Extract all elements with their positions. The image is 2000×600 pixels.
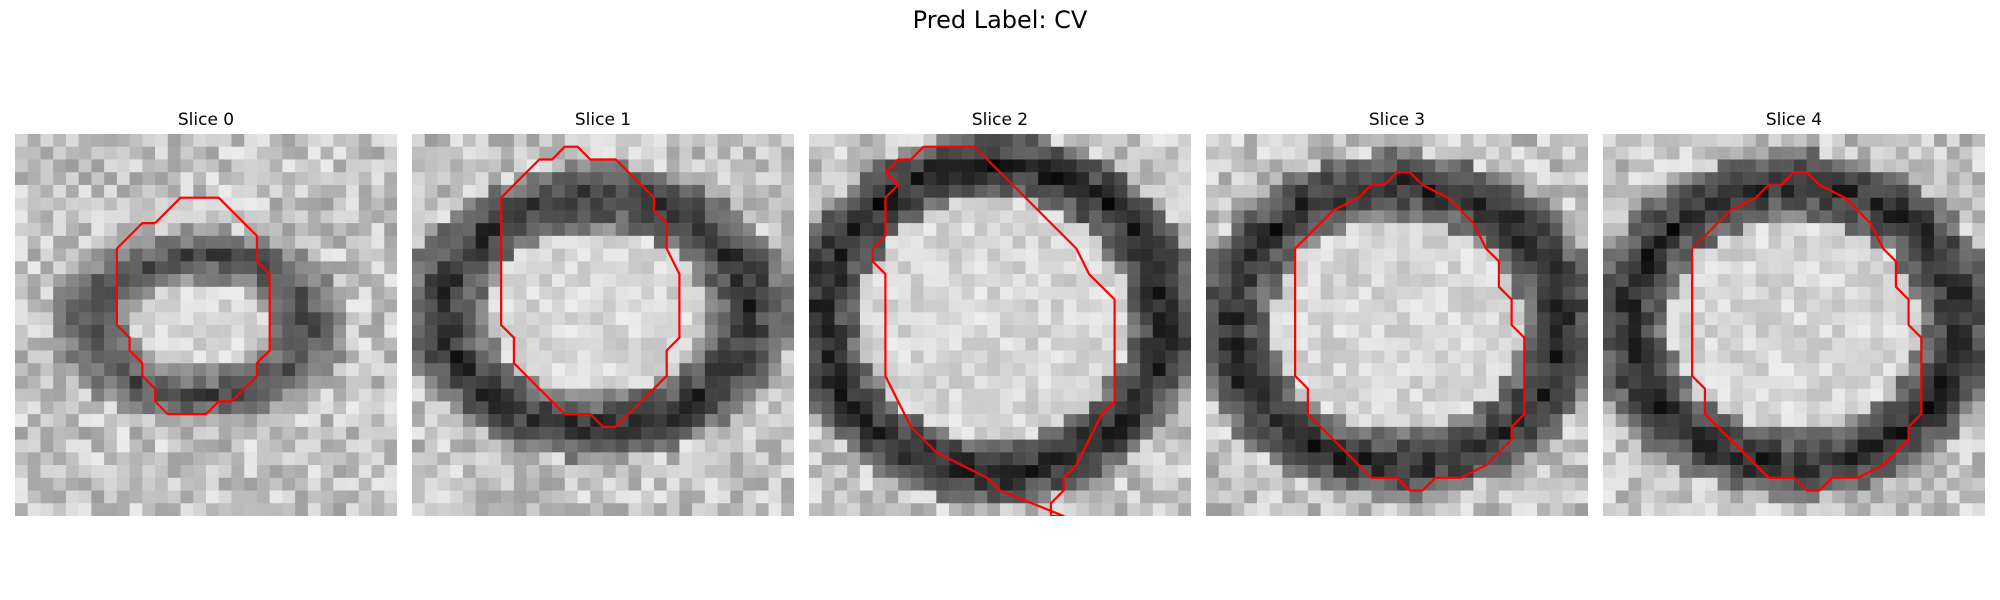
pixel-grid [15,134,397,516]
slice-panel: Slice 0 [15,106,397,516]
prediction-contour [499,145,681,428]
slice-title: Slice 0 [177,110,235,130]
slice-panel: Slice 3 [1206,106,1588,516]
slice-image [1603,134,1985,516]
pixel-grid [809,134,1191,516]
pixel-grid [1206,134,1588,516]
pixel-grid [412,134,794,516]
slice-panel: Slice 1 [412,106,794,516]
figure-title: Pred Label: CV [912,6,1088,34]
slice-title: Slice 4 [1765,110,1823,130]
slice-title: Slice 3 [1368,110,1426,130]
pixel-grid [1603,134,1985,516]
prediction-contour [871,145,1116,516]
prediction-contour [1690,171,1923,492]
slice-title: Slice 1 [574,110,632,130]
slice-image [412,134,794,516]
slice-image [15,134,397,516]
slice-title: Slice 2 [971,110,1029,130]
slice-image [1206,134,1588,516]
prediction-contour [1293,171,1526,492]
prediction-contour [115,196,271,416]
slice-image [809,134,1191,516]
slice-panel: Slice 4 [1603,106,1985,516]
slice-panel: Slice 2 [809,106,1191,516]
